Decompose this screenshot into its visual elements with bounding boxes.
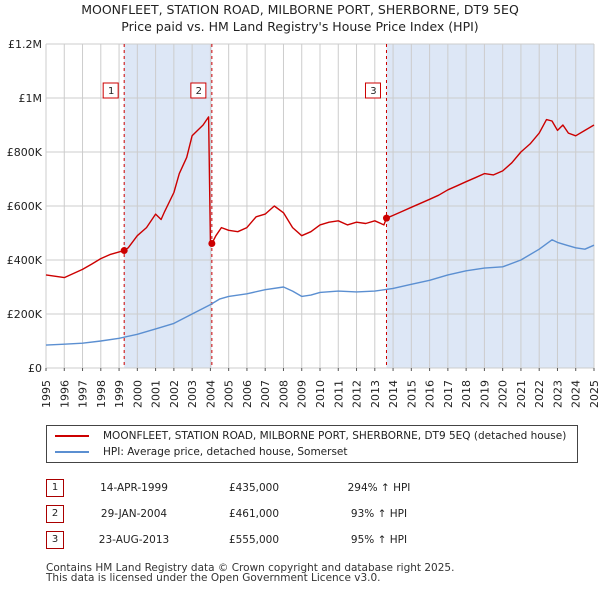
sale-date: 29-JAN-2004 (100, 508, 168, 520)
sale-label-number: 3 (370, 86, 376, 97)
x-tick-label: 2018 (460, 380, 473, 408)
y-tick-label: £0 (28, 362, 42, 375)
sale-label-box (364, 82, 381, 99)
x-tick-label: 2009 (296, 380, 309, 408)
legend-item-property: MOONFLEET, STATION ROAD, MILBORNE PORT, … (55, 428, 566, 444)
x-tick-label: 2025 (588, 380, 600, 408)
sale-label-number: 1 (108, 86, 114, 97)
x-tick-label: 2024 (570, 380, 583, 408)
sale-label-number: 2 (196, 86, 202, 97)
x-tick-label: 1997 (77, 380, 90, 408)
x-tick-label: 2021 (515, 380, 528, 408)
x-tick-label: 2016 (424, 380, 437, 408)
legend-label-property: MOONFLEET, STATION ROAD, MILBORNE PORT, … (103, 430, 567, 442)
y-tick-label: £600K (7, 200, 43, 213)
sale-date: 14-APR-1999 (100, 482, 168, 494)
footer: Contains HM Land Registry data © Crown c… (46, 562, 455, 584)
x-tick-label: 2012 (351, 380, 364, 408)
footer-copyright: Contains HM Land Registry data © Crown c… (46, 562, 455, 574)
x-tick-label: 2003 (186, 380, 199, 408)
table-row: 3 23-AUG-2013 £555,000 95% ↑ HPI (42, 527, 454, 553)
x-tick-label: 2011 (332, 380, 345, 408)
x-tick-label: 2019 (478, 380, 491, 408)
sale-price: £461,000 (228, 508, 280, 520)
sale-label-box (102, 82, 119, 99)
x-tick-label: 2022 (533, 380, 546, 408)
sale-hpi-change: 95% ↑ HPI (350, 534, 408, 546)
x-tick-label: 2001 (150, 380, 163, 408)
sale-hpi-change: 294% ↑ HPI (347, 482, 411, 494)
sale-label-box (190, 82, 207, 99)
sales-table: 1 14-APR-1999 £435,000 294% ↑ HPI 2 29-J… (42, 475, 454, 553)
chart-title: MOONFLEET, STATION ROAD, MILBORNE PORT, … (81, 2, 519, 17)
sale-price: £435,000 (228, 482, 280, 494)
legend-swatch-property (55, 435, 89, 437)
y-tick-label: £1.2M (8, 38, 42, 51)
legend-item-hpi: HPI: Average price, detached house, Some… (55, 444, 348, 460)
sale-price: £555,000 (228, 534, 280, 546)
sale-hpi-change: 93% ↑ HPI (350, 508, 408, 520)
x-tick-label: 2007 (259, 380, 272, 408)
x-tick-label: 1996 (58, 380, 71, 408)
sale-date: 23-AUG-2013 (98, 534, 170, 546)
x-tick-label: 2004 (204, 380, 217, 408)
x-tick-label: 2020 (497, 380, 510, 408)
x-tick-label: 2010 (314, 380, 327, 408)
y-tick-label: £1M (19, 92, 43, 105)
sale-point (208, 240, 216, 248)
y-tick-label: £800K (7, 146, 43, 159)
x-tick-label: 2000 (131, 380, 144, 408)
sale-badge: 1 (46, 479, 64, 497)
x-tick-label: 2006 (241, 380, 254, 408)
footer-license: This data is licensed under the Open Gov… (46, 572, 381, 584)
legend-label-hpi: HPI: Average price, detached house, Some… (103, 446, 348, 458)
legend: MOONFLEET, STATION ROAD, MILBORNE PORT, … (46, 425, 578, 463)
x-tick-label: 2015 (405, 380, 418, 408)
sale-point (382, 214, 390, 222)
y-tick-label: £400K (7, 254, 43, 267)
x-tick-label: 2017 (442, 380, 455, 408)
x-tick-label: 1995 (40, 380, 53, 408)
x-tick-label: 2002 (168, 380, 181, 408)
table-row: 1 14-APR-1999 £435,000 294% ↑ HPI (42, 475, 454, 501)
x-tick-label: 2005 (223, 380, 236, 408)
table-row: 2 29-JAN-2004 £461,000 93% ↑ HPI (42, 501, 454, 527)
y-tick-label: £200K (7, 308, 43, 321)
x-tick-label: 1998 (95, 380, 108, 408)
x-tick-label: 2008 (277, 380, 290, 408)
legend-swatch-hpi (55, 451, 89, 453)
price-chart: 1 2 3 £0 £200K £400K £600K £800K £1M £1.2M 1995 1… (7, 38, 600, 408)
hpi-series-line (45, 239, 595, 346)
sale-badge: 3 (46, 531, 64, 549)
sale-point (120, 247, 128, 255)
x-tick-label: 2013 (369, 380, 382, 408)
x-tick-label: 2014 (387, 380, 400, 408)
x-tick-label: 2023 (551, 380, 564, 408)
sale-badge: 2 (46, 505, 64, 523)
x-tick-label: 1999 (113, 380, 126, 408)
chart-subtitle: Price paid vs. HM Land Registry's House … (121, 19, 479, 34)
property-series-line (45, 116, 595, 279)
